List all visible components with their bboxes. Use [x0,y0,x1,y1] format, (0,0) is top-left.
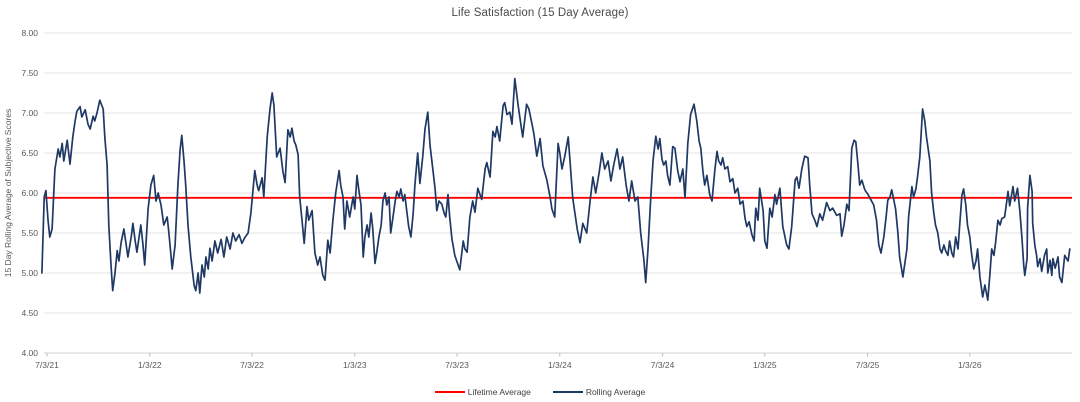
legend-item-lifetime-average: Lifetime Average [434,387,531,397]
y-tick-label: 7.00 [21,108,38,118]
y-axis-title: 15 Day Rolling Average of Subjective Sco… [3,109,13,278]
y-tick-label: 4.50 [21,308,38,318]
x-tick-label: 1/3/23 [343,360,367,370]
rolling-average-line [41,77,1071,302]
legend-item-rolling-average: Rolling Average [552,387,646,397]
legend: Lifetime Average Rolling Average [0,387,1080,397]
rolling-average-line-swatch [552,391,583,393]
y-tick-label: 6.50 [21,148,38,158]
x-tick-label: 1/3/22 [138,360,162,370]
x-tick-label: 7/3/25 [856,360,880,370]
y-tick-label: 8.00 [21,28,38,38]
x-tick-label: 7/3/21 [35,360,59,370]
lifetime-average-line-swatch [434,391,465,393]
x-tick-label: 1/3/26 [958,360,982,370]
y-tick-label: 6.00 [21,188,38,198]
x-tick-label: 1/3/25 [753,360,777,370]
legend-label-rolling-average: Rolling Average [585,387,646,397]
y-tick-label: 4.00 [21,348,38,358]
chart-title: Life Satisfaction (15 Day Average) [451,7,629,19]
x-tick-label: 1/3/24 [548,360,572,370]
x-tick-label: 7/3/24 [651,360,675,370]
y-tick-label: 7.50 [21,68,38,78]
x-tick-label: 7/3/23 [445,360,469,370]
legend-label-lifetime-average: Lifetime Average [467,387,531,397]
y-tick-label: 5.00 [21,268,38,278]
y-tick-label: 5.50 [21,228,38,238]
x-tick-label: 7/3/22 [240,360,264,370]
